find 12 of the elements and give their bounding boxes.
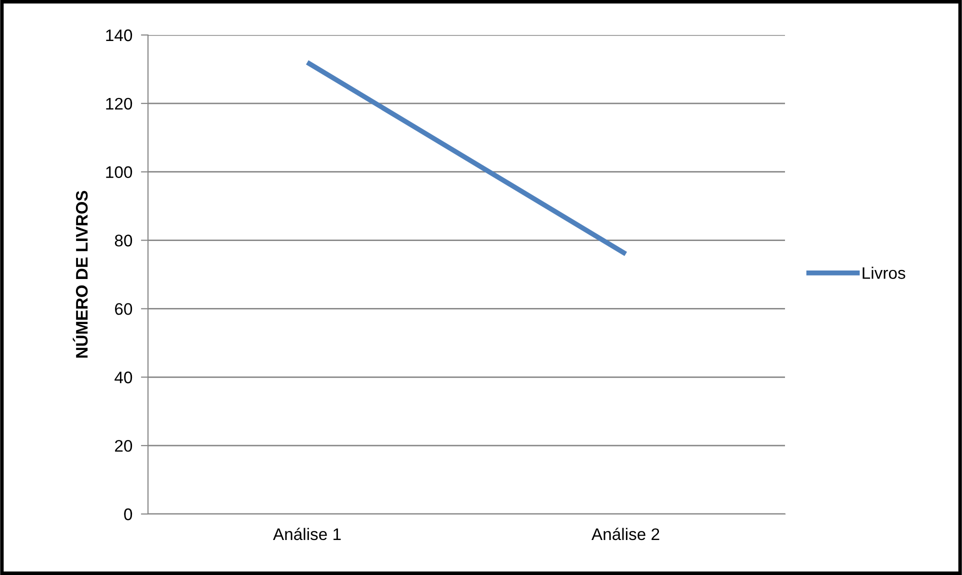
legend-label: Livros — [862, 266, 906, 279]
y-tick-label: 100 — [106, 166, 132, 178]
y-tick-label: 20 — [115, 440, 132, 452]
y-axis-title: NÚMERO DE LIVROS — [72, 190, 88, 358]
y-tick-label: 60 — [115, 303, 132, 315]
y-tick-label: 0 — [124, 508, 132, 520]
y-tick-label: 40 — [114, 372, 132, 384]
x-tick-label: Análise 1 — [273, 528, 341, 540]
x-tick-label: Análise 2 — [592, 528, 660, 540]
y-tick-label: 80 — [114, 234, 132, 246]
y-tick-label: 120 — [106, 98, 132, 110]
y-tick-label: 140 — [106, 29, 132, 42]
